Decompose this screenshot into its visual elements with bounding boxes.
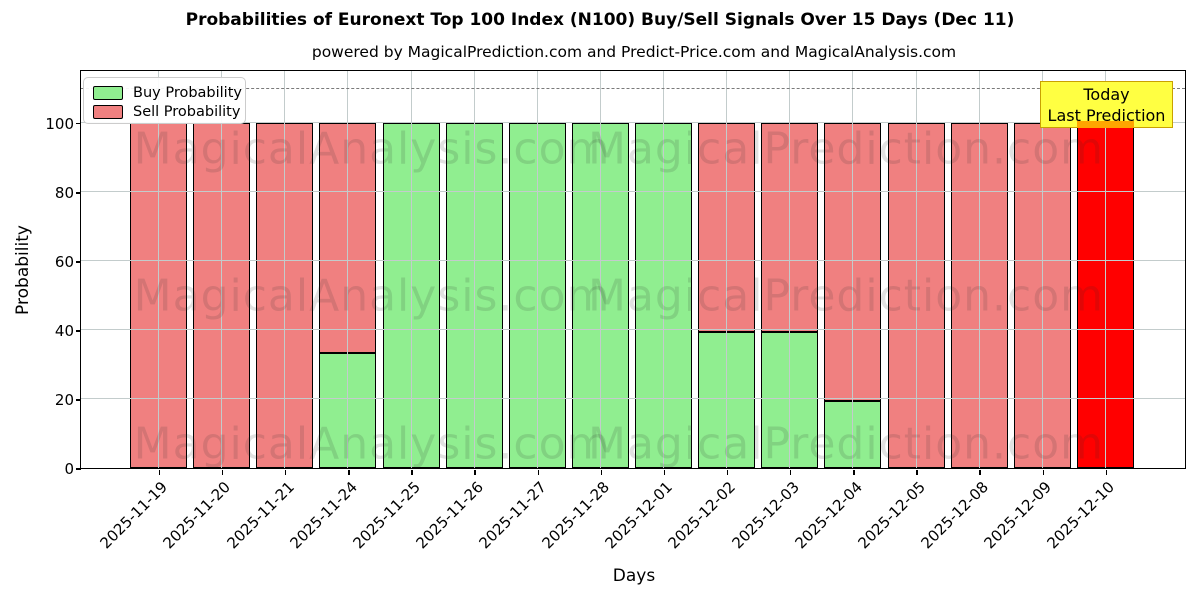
x-tick-label: 2025-12-01: [601, 478, 677, 553]
annotation-line-2: Last Prediction: [1047, 106, 1166, 125]
x-axis-tick: [158, 470, 161, 475]
x-axis-tick: [411, 470, 413, 475]
h-gridline: [81, 260, 1185, 262]
legend-label-sell: Sell Probability: [133, 103, 241, 120]
legend-row-buy: Buy Probability: [93, 84, 242, 101]
x-tick-label: 2025-12-05: [854, 478, 929, 553]
v-gridline: [915, 71, 917, 468]
v-gridline: [663, 71, 665, 468]
h-gridline: [81, 398, 1185, 400]
v-gridline: [347, 71, 349, 468]
plot-area: MagicalAnalysis.comMagicalPrediction.com…: [80, 70, 1186, 470]
today-marker-cap: [1076, 120, 1134, 128]
v-gridline: [473, 71, 475, 468]
x-axis-tick: [726, 470, 729, 475]
y-axis-tick: [76, 123, 81, 125]
v-gridline: [1041, 71, 1043, 468]
v-gridline: [852, 71, 854, 468]
x-axis-tick: [285, 470, 287, 475]
v-gridline: [284, 71, 286, 468]
x-axis-label: Days: [612, 566, 656, 586]
x-tick-label: 2025-11-21: [223, 478, 298, 553]
y-tick-label: 80: [54, 183, 74, 202]
x-axis-tick: [790, 470, 792, 475]
y-axis-tick: [76, 468, 81, 470]
h-gridline: [81, 329, 1185, 331]
v-gridline: [536, 71, 538, 468]
annotation-line-1: Today: [1083, 85, 1130, 104]
buy-probability-swatch-icon: [93, 85, 123, 100]
v-gridline: [158, 71, 159, 468]
x-axis-tick: [474, 470, 476, 475]
sell-probability-swatch-icon: [93, 104, 123, 119]
x-axis-tick: [663, 470, 666, 475]
h-gridline: [81, 191, 1185, 193]
y-axis-tick: [76, 261, 81, 263]
y-tick-label: 20: [54, 390, 74, 409]
dashed-threshold-line: [81, 87, 1185, 89]
v-gridline: [410, 71, 412, 468]
x-tick-label: 2025-12-02: [665, 478, 740, 553]
x-tick-label: 2025-11-19: [96, 478, 172, 553]
x-tick-label: 2025-11-24: [286, 478, 361, 553]
x-tick-label: 2025-12-09: [980, 478, 1056, 553]
y-axis-tick: [76, 399, 81, 401]
y-axis-label: Probability: [13, 225, 33, 315]
legend-row-sell: Sell Probability: [93, 103, 240, 120]
x-axis-tick: [537, 470, 539, 475]
x-tick-label: 2025-11-25: [349, 478, 424, 553]
legend: Buy Probability Sell Probability: [83, 77, 246, 124]
y-tick-label: 60: [54, 252, 74, 271]
v-gridline: [978, 71, 980, 468]
h-gridline: [81, 122, 1185, 124]
x-tick-label: 2025-11-26: [412, 478, 487, 553]
v-gridline: [789, 71, 791, 468]
x-axis-tick: [1105, 470, 1108, 475]
x-tick-label: 2025-11-20: [159, 478, 235, 553]
x-axis-tick: [221, 470, 224, 475]
y-axis-tick: [76, 192, 81, 194]
x-axis-tick: [853, 470, 855, 475]
y-axis-tick: [76, 330, 81, 332]
v-gridline: [599, 71, 601, 468]
x-tick-label: 2025-11-28: [538, 478, 614, 553]
v-gridline: [1104, 71, 1106, 468]
legend-label-buy: Buy Probability: [133, 84, 242, 101]
y-tick-label: 100: [45, 114, 74, 133]
x-axis-tick: [979, 470, 981, 475]
v-gridline: [221, 71, 223, 468]
chart-title: Probabilities of Euronext Top 100 Index …: [185, 10, 1015, 30]
x-axis-tick: [600, 470, 603, 475]
x-axis-tick: [916, 470, 918, 475]
x-tick-label: 2025-12-10: [1043, 478, 1119, 553]
x-tick-label: 2025-11-27: [475, 478, 550, 553]
chart-subtitle: powered by MagicalPrediction.com and Pre…: [311, 43, 957, 61]
v-gridline: [726, 71, 728, 468]
x-tick-label: 2025-12-04: [791, 478, 866, 553]
x-axis-tick: [348, 470, 350, 475]
y-tick-label: 40: [54, 321, 74, 340]
y-tick-label: 0: [64, 460, 74, 478]
today-annotation-box: Today Last Prediction: [1040, 81, 1173, 128]
x-axis-tick: [1042, 470, 1044, 475]
x-tick-label: 2025-12-03: [728, 478, 803, 553]
x-tick-label: 2025-12-08: [917, 478, 992, 553]
